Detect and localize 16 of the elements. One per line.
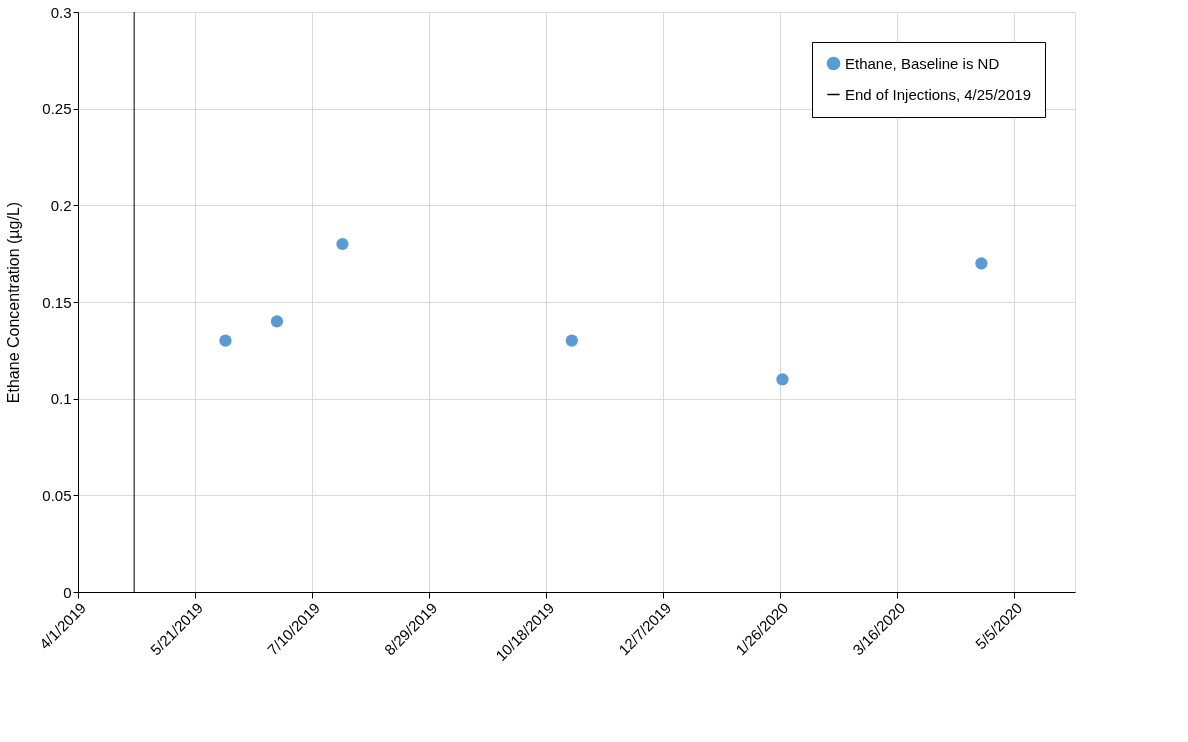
y-tick-label: 0.2 (50, 196, 72, 214)
y-tick-label: 0.15 (42, 293, 72, 311)
point (270, 315, 284, 328)
y-tick-label: 0.3 (50, 3, 72, 21)
y-tick-label: 0.25 (42, 100, 72, 118)
point (565, 334, 578, 347)
y-tick-label: 0.1 (50, 390, 72, 408)
y-tick-label: 0 (63, 583, 72, 601)
point (975, 257, 988, 270)
ref-line-label: End of Injections, 4/25/2019 (845, 85, 1031, 103)
y-tick-label: 0.05 (42, 486, 72, 504)
point (336, 237, 349, 251)
point (219, 334, 232, 347)
y-axis-title: Ethane Concentration (µg/L) (5, 201, 23, 404)
point (776, 373, 789, 386)
legend-label: Ethane, Baseline is ND (845, 54, 1000, 72)
